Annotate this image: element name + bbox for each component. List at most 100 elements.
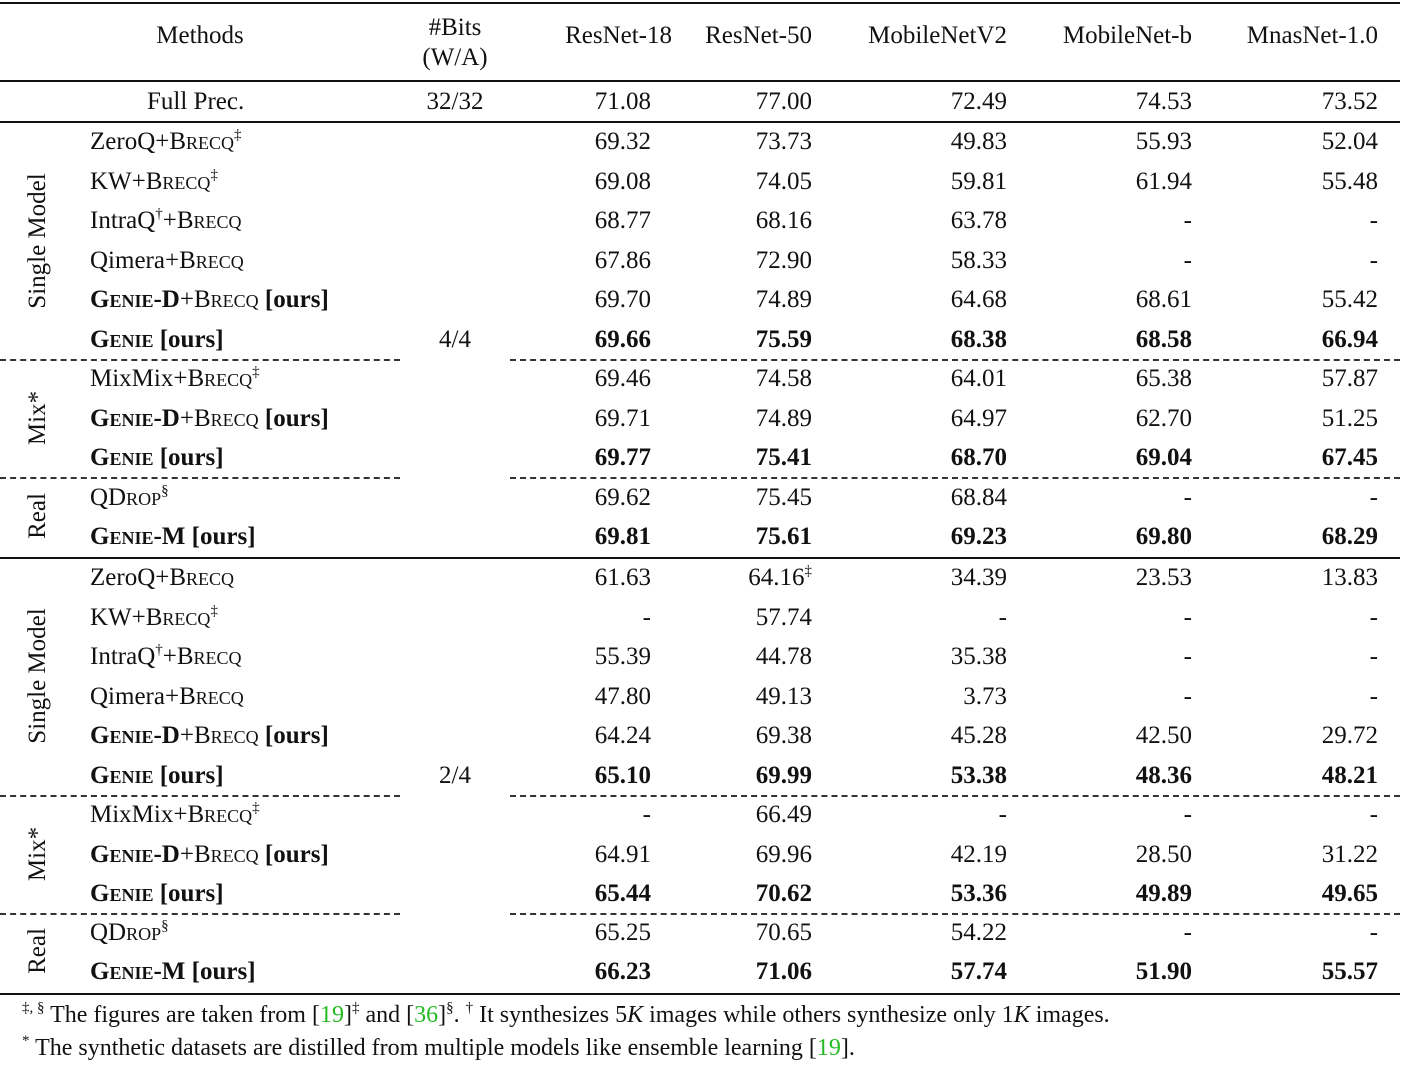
header-col-mnasnet: MnasNet-1.0 (1246, 22, 1378, 49)
value-mobilenetv2: 57.74 (950, 958, 1007, 985)
citation-link[interactable]: 36 (414, 1002, 439, 1028)
value-resnet18: 64.24 (594, 722, 651, 749)
value-resnet50: 75.41 (755, 444, 812, 471)
value-resnet50: 74.05 (755, 167, 812, 195)
method-label: Genie-M [ours] (90, 958, 256, 985)
table-row: Genie-M [ours] 66.23 71.06 57.74 51.90 5… (0, 952, 1402, 991)
value-resnet50: 77.00 (755, 88, 812, 115)
value-mobilenetb: 69.80 (1135, 523, 1192, 550)
value-mobilenetb: 62.70 (1135, 404, 1192, 432)
value-mobilenetv2: 59.81 (950, 167, 1007, 195)
citation-link[interactable]: 19 (319, 1002, 344, 1028)
method-label: Genie [ours] (90, 880, 224, 907)
value-mobilenetb: 68.61 (1135, 286, 1192, 313)
value-mnasnet: 68.29 (1321, 523, 1378, 550)
value-resnet18: 69.77 (594, 444, 651, 471)
method-label: MixMix+Brecq‡ (90, 800, 260, 829)
value-mobilenetv2: - (998, 801, 1007, 828)
value-resnet50: 49.13 (755, 682, 812, 710)
value-mobilenetb: - (1183, 682, 1192, 710)
method-label: Genie [ours] (90, 444, 224, 471)
table-row: Genie-D+Brecq [ours] 69.70 74.89 64.68 6… (0, 280, 1402, 319)
value-mnasnet: - (1369, 643, 1378, 670)
value-resnet50: 75.45 (755, 483, 812, 511)
value-resnet50: 57.74 (755, 603, 812, 631)
value-mobilenetb: - (1183, 919, 1192, 946)
value-mobilenetv2: 69.23 (950, 523, 1007, 550)
table-row: ZeroQ+Brecq 61.63 64.16‡ 34.39 23.53 13.… (0, 558, 1402, 597)
method-label: IntraQ†+Brecq (90, 642, 242, 671)
bits-value-2-4: 2/4 (439, 761, 471, 789)
dashed-rule (510, 359, 1400, 361)
value-mnasnet: 55.57 (1321, 958, 1378, 985)
value-mnasnet: 51.25 (1321, 404, 1378, 432)
table-row: IntraQ†+Brecq 55.39 44.78 35.38 - - (0, 637, 1402, 676)
value-mobilenetv2: - (998, 603, 1007, 631)
table-row: Genie-M [ours] 69.81 75.61 69.23 69.80 6… (0, 517, 1402, 556)
table-row: Genie [ours] 65.10 69.99 53.38 48.36 48.… (0, 756, 1402, 795)
value-mnasnet: 55.48 (1321, 167, 1378, 195)
section-rule-2bit (0, 557, 1400, 559)
footnote-1: ‡, § The figures are taken from [19]‡ an… (22, 1000, 1110, 1029)
value-resnet50: 44.78 (755, 643, 812, 670)
value-mobilenetb: 49.89 (1135, 880, 1192, 907)
dashed-rule (0, 913, 400, 915)
value-resnet18: 65.44 (594, 880, 651, 907)
method-label: QDrop§ (90, 918, 169, 947)
value-mobilenetv2: 53.38 (950, 761, 1007, 789)
header-col-mobilenetv2: MobileNetV2 (868, 22, 1007, 49)
value-mobilenetb: - (1183, 643, 1192, 670)
dashed-rule (0, 795, 400, 797)
header-bits-line2: (W/A) (422, 44, 488, 71)
value-resnet50: 70.62 (755, 880, 812, 907)
citation-link[interactable]: 19 (816, 1035, 841, 1061)
value-mnasnet: - (1369, 207, 1378, 234)
value-mobilenetb: 48.36 (1135, 761, 1192, 789)
dashed-rule (0, 359, 400, 361)
value-mnasnet: 52.04 (1321, 128, 1378, 155)
dashed-rule (510, 913, 1400, 915)
value-mobilenetb: 55.93 (1135, 128, 1192, 155)
value-mnasnet: - (1369, 246, 1378, 274)
value-mnasnet: 48.21 (1321, 761, 1378, 789)
top-rule (0, 2, 1400, 4)
value-mobilenetv2: 42.19 (950, 840, 1007, 868)
bits-value: 32/32 (426, 88, 484, 115)
value-resnet18: 69.08 (594, 167, 651, 195)
table-row: Genie [ours] 65.44 70.62 53.36 49.89 49.… (0, 874, 1402, 913)
value-mobilenetv2: 64.97 (950, 404, 1007, 432)
dashed-rule (510, 795, 1400, 797)
value-mobilenetb: 28.50 (1135, 840, 1192, 868)
value-mobilenetv2: 68.70 (950, 444, 1007, 471)
value-resnet50: 74.89 (755, 404, 812, 432)
value-mobilenetv2: 63.78 (950, 207, 1007, 234)
value-resnet18: 69.46 (594, 365, 651, 392)
value-mobilenetb: 65.38 (1135, 365, 1192, 392)
table-row: Genie-D+Brecq [ours] 69.71 74.89 64.97 6… (0, 399, 1402, 438)
method-label: ZeroQ+Brecq‡ (90, 127, 242, 156)
value-mobilenetb: - (1183, 246, 1192, 274)
value-mobilenetv2: 49.83 (950, 128, 1007, 155)
value-resnet18: 69.71 (594, 404, 651, 432)
value-resnet18: 69.32 (594, 128, 651, 155)
method-label: ZeroQ+Brecq (90, 564, 235, 591)
value-mobilenetv2: 54.22 (950, 919, 1007, 946)
value-mobilenetb: - (1183, 801, 1192, 828)
value-resnet18: - (642, 801, 651, 828)
value-resnet50: 69.38 (755, 722, 812, 749)
header-rule (0, 80, 1400, 82)
value-mobilenetv2: 64.68 (950, 286, 1007, 313)
table-row: Genie-D+Brecq [ours] 64.91 69.96 42.19 2… (0, 835, 1402, 874)
value-resnet18: 64.91 (594, 840, 651, 868)
value-mobilenetv2: 68.84 (950, 483, 1007, 511)
table-row: Genie [ours] 69.77 75.41 68.70 69.04 67.… (0, 438, 1402, 477)
header-methods: Methods (156, 22, 244, 49)
value-mobilenetb: 61.94 (1135, 167, 1192, 195)
value-resnet50: 74.89 (755, 286, 812, 313)
value-mobilenetv2: 58.33 (950, 246, 1007, 274)
value-resnet50: 73.73 (755, 128, 812, 155)
value-resnet50: 69.99 (755, 761, 812, 789)
value-resnet50: 69.96 (755, 840, 812, 868)
full-precision-row: Full Prec. 32/32 71.08 77.00 72.49 74.53… (0, 82, 1402, 121)
value-resnet18: - (642, 603, 651, 631)
